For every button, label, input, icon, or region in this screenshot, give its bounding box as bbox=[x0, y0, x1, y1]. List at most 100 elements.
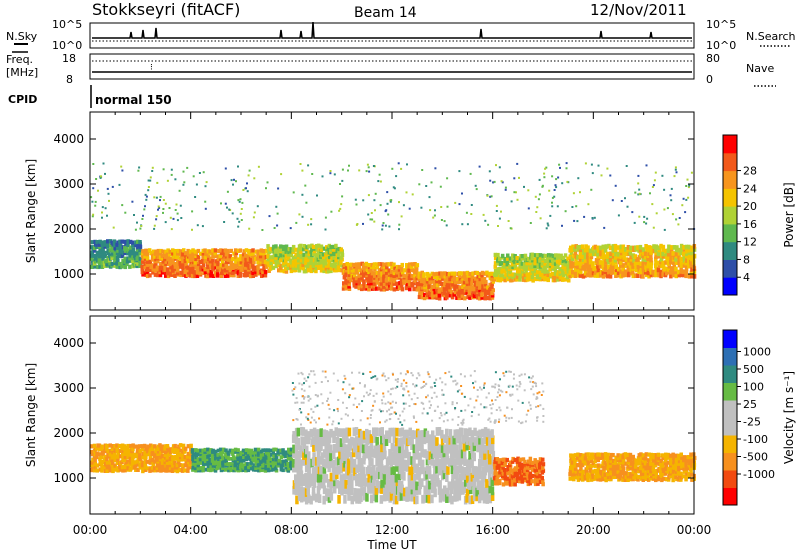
power-data-cell bbox=[136, 245, 140, 250]
velocity-data-cell bbox=[150, 446, 155, 451]
power-data-cell bbox=[228, 254, 232, 259]
velocity-data-cell bbox=[445, 437, 450, 446]
velocity-data-cell bbox=[380, 479, 384, 489]
power-data-cell bbox=[193, 249, 198, 254]
power-data-cell bbox=[309, 249, 313, 254]
power-data-cell bbox=[659, 273, 663, 279]
velocity-data-cell bbox=[468, 481, 472, 490]
power-data-cell bbox=[457, 274, 462, 279]
velocity-data-cell bbox=[393, 488, 397, 498]
velocity-scatter-cell bbox=[445, 411, 448, 414]
power-scatter-cell bbox=[470, 213, 473, 215]
power-data-cell bbox=[523, 264, 527, 269]
power-data-cell bbox=[538, 264, 543, 269]
velocity-data-cell bbox=[617, 477, 621, 482]
power-data-cell bbox=[137, 259, 142, 264]
power-data-cell bbox=[198, 259, 203, 265]
power-scatter-cell bbox=[597, 164, 600, 167]
velocity-scatter-cell bbox=[369, 414, 372, 416]
power-data-cell bbox=[110, 255, 114, 261]
power-scatter-cell bbox=[179, 204, 182, 207]
velocity-data-cell bbox=[98, 447, 102, 452]
power-scatter-cell bbox=[501, 181, 504, 184]
power-data-cell bbox=[656, 253, 661, 259]
velocity-data-cell bbox=[357, 463, 362, 473]
power-data-cell bbox=[254, 272, 258, 277]
power-data-cell bbox=[632, 258, 636, 263]
power-scatter-cell bbox=[555, 186, 558, 189]
power-scatter-cell bbox=[169, 216, 172, 219]
power-data-cell bbox=[284, 254, 289, 259]
velocity-data-cell bbox=[593, 474, 598, 479]
velocity-scatter-cell bbox=[430, 396, 433, 399]
velocity-scatter-cell bbox=[387, 401, 390, 404]
velocity-data-cell bbox=[521, 457, 526, 462]
power-scatter-cell bbox=[231, 212, 234, 215]
power-data-cell bbox=[578, 247, 583, 252]
power-data-cell bbox=[208, 249, 212, 254]
velocity-data-cell bbox=[462, 442, 467, 452]
power-data-cell bbox=[677, 260, 681, 266]
velocity-scatter-cell bbox=[425, 382, 428, 385]
velocity-scatter-cell bbox=[530, 388, 533, 391]
velocity-scatter-cell bbox=[501, 390, 504, 393]
velocity-data-cell bbox=[654, 453, 659, 458]
power-data-cell bbox=[136, 254, 140, 259]
power-data-cell bbox=[402, 277, 406, 283]
velocity-scatter-cell bbox=[485, 406, 488, 409]
velocity-data-cell bbox=[417, 442, 421, 451]
power-data-cell bbox=[215, 265, 220, 270]
velocity-scatter-cell bbox=[303, 396, 306, 399]
velocity-data-cell bbox=[317, 481, 321, 491]
power-data-cell bbox=[491, 288, 495, 293]
velocity-data-cell bbox=[528, 474, 532, 479]
power-data-cell bbox=[551, 264, 555, 269]
power-scatter-cell bbox=[266, 181, 269, 184]
velocity-scatter-cell bbox=[354, 397, 357, 400]
power-data-cell bbox=[523, 278, 528, 283]
power-scatter-cell bbox=[677, 223, 680, 226]
power-data-cell bbox=[314, 269, 318, 274]
power-scatter-cell bbox=[544, 167, 547, 170]
velocity-data-cell bbox=[536, 460, 540, 465]
power-data-cell bbox=[355, 270, 359, 275]
velocity-data-cell bbox=[314, 429, 318, 439]
power-scatter-cell bbox=[663, 188, 666, 191]
velocity-scatter-cell bbox=[433, 381, 436, 384]
power-scatter-cell bbox=[201, 225, 204, 228]
power-data-cell bbox=[191, 248, 195, 253]
power-data-cell bbox=[171, 248, 175, 253]
velocity-data-cell bbox=[521, 475, 525, 480]
velocity-scatter-cell bbox=[300, 411, 303, 414]
velocity-scatter-cell bbox=[456, 402, 458, 405]
power-data-cell bbox=[637, 255, 642, 260]
power-scatter-cell bbox=[515, 191, 517, 194]
velocity-data-cell bbox=[411, 464, 415, 474]
velocity-data-cell bbox=[276, 463, 280, 468]
velocity-data-cell bbox=[457, 434, 462, 444]
velocity-data-cell bbox=[375, 458, 379, 467]
power-data-cell bbox=[407, 268, 411, 273]
power-data-cell bbox=[520, 269, 525, 274]
velocity-scatter-cell bbox=[295, 418, 298, 420]
power-scatter-cell bbox=[553, 195, 556, 198]
velocity-data-cell bbox=[322, 485, 327, 495]
velocity-data-cell bbox=[430, 494, 434, 504]
velocity-data-cell bbox=[309, 495, 313, 505]
power-data-cell bbox=[166, 248, 170, 253]
power-data-cell bbox=[140, 259, 145, 264]
power-data-cell bbox=[121, 258, 125, 263]
velocity-data-cell bbox=[208, 450, 213, 455]
velocity-data-cell bbox=[133, 460, 138, 465]
velocity-scatter-cell bbox=[451, 401, 454, 404]
power-ytick-label: 3000 bbox=[53, 177, 84, 191]
power-data-cell bbox=[453, 280, 458, 285]
velocity-data-cell bbox=[287, 466, 291, 471]
power-scatter-cell bbox=[141, 218, 144, 220]
velocity-data-cell bbox=[251, 457, 255, 462]
velocity-scatter-cell bbox=[531, 375, 534, 378]
power-data-cell bbox=[277, 255, 282, 261]
power-scatter-cell bbox=[256, 205, 259, 208]
velocity-data-cell bbox=[490, 429, 494, 438]
